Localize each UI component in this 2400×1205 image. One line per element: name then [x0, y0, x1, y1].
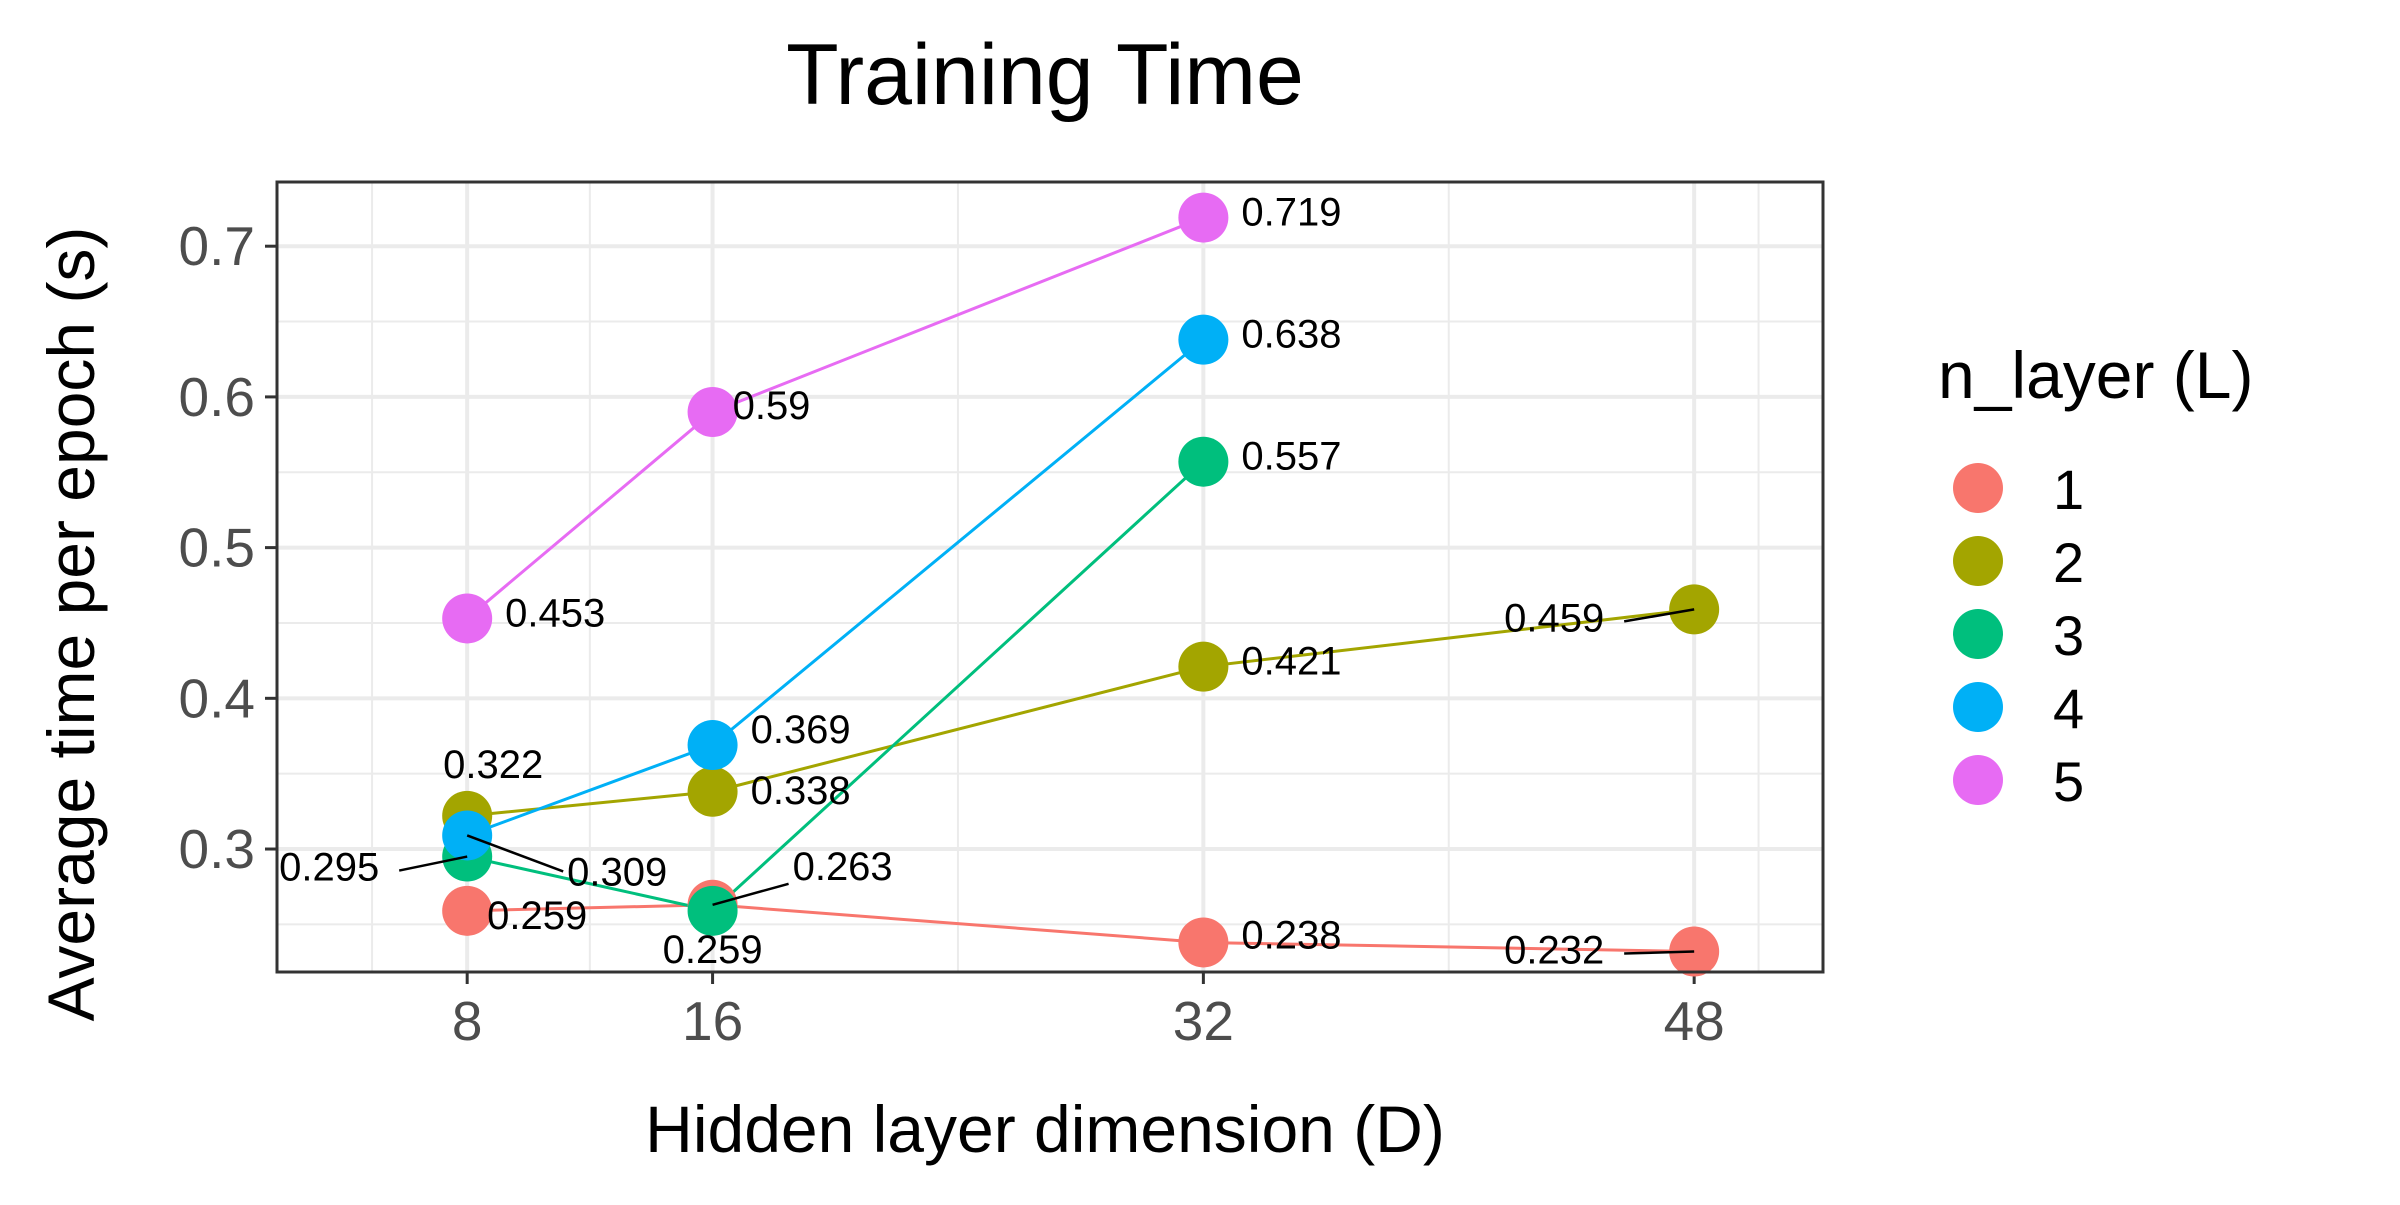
data-point-2 — [687, 766, 738, 817]
legend-label-2: 2 — [2053, 531, 2084, 594]
y-tick-label: 0.3 — [179, 818, 255, 880]
legend-label-3: 3 — [2053, 604, 2084, 667]
data-point-4 — [1178, 314, 1229, 365]
data-label-2: 0.421 — [1241, 640, 1341, 684]
chart-title: Training Time — [786, 27, 1304, 123]
data-label-1: 0.238 — [1241, 913, 1341, 957]
plot-border — [275, 180, 1825, 974]
data-point-5 — [1178, 192, 1229, 243]
data-label-3: 0.295 — [279, 846, 379, 890]
data-point-5 — [687, 386, 738, 437]
data-point-2 — [1178, 641, 1229, 692]
data-point-5 — [442, 593, 493, 644]
y-axis-label: Average time per epoch (s) — [34, 227, 108, 1022]
label-leader-line — [466, 834, 564, 873]
x-tick-label: 16 — [682, 990, 743, 1052]
label-leader-line — [1624, 950, 1695, 955]
y-tick-label: 0.6 — [179, 366, 255, 428]
data-label-4: 0.638 — [1241, 313, 1341, 357]
label-leader-line — [1623, 608, 1695, 623]
data-label-4: 0.369 — [751, 708, 851, 752]
data-point-3 — [1178, 436, 1229, 487]
label-leader-line — [712, 882, 789, 906]
legend-key-4 — [1953, 682, 2003, 732]
plot-background — [277, 182, 1823, 972]
legend-key-2 — [1953, 536, 2003, 586]
label-leader-line — [398, 855, 468, 872]
legend-key-1 — [1953, 463, 2003, 513]
data-point-3 — [687, 885, 738, 936]
data-label-1: 0.259 — [487, 894, 587, 938]
series-line-1 — [467, 903, 1695, 954]
x-axis-label: Hidden layer dimension (D) — [645, 1092, 1445, 1166]
plot-area: 8 16 32 48 0.3 0.4 0.5 0.6 0.7 0.259 0.263 0.238 0.2… — [179, 180, 1825, 1052]
data-label-1: 0.263 — [793, 845, 893, 889]
y-tick-label: 0.5 — [179, 517, 255, 579]
data-label-5: 0.719 — [1241, 191, 1341, 235]
data-label-5: 0.453 — [505, 591, 605, 635]
x-tick-label: 8 — [452, 990, 483, 1052]
data-point-1 — [1178, 917, 1229, 968]
y-tick-label: 0.4 — [179, 667, 255, 729]
data-point-4 — [687, 720, 738, 771]
legend-key-5 — [1953, 755, 2003, 805]
legend: 1 2 3 4 5 — [1953, 458, 2084, 813]
data-point-1 — [442, 885, 493, 936]
data-label-2: 0.459 — [1504, 596, 1604, 640]
data-label-2: 0.338 — [751, 769, 851, 813]
y-tick-label: 0.7 — [179, 215, 255, 277]
legend-label-1: 1 — [2053, 458, 2084, 521]
legend-title: n_layer (L) — [1938, 338, 2253, 412]
x-tick-label: 48 — [1664, 990, 1725, 1052]
series-line-2 — [467, 607, 1695, 818]
x-tick-label: 32 — [1173, 990, 1234, 1052]
data-label-3: 0.259 — [663, 928, 763, 972]
legend-label-5: 5 — [2053, 750, 2084, 813]
data-label-3: 0.557 — [1241, 435, 1341, 479]
legend-label-4: 4 — [2053, 677, 2084, 740]
data-label-1: 0.232 — [1504, 929, 1604, 973]
data-label-2: 0.322 — [443, 743, 543, 787]
data-label-4: 0.309 — [567, 850, 667, 894]
data-label-5: 0.59 — [733, 384, 811, 428]
legend-key-3 — [1953, 609, 2003, 659]
